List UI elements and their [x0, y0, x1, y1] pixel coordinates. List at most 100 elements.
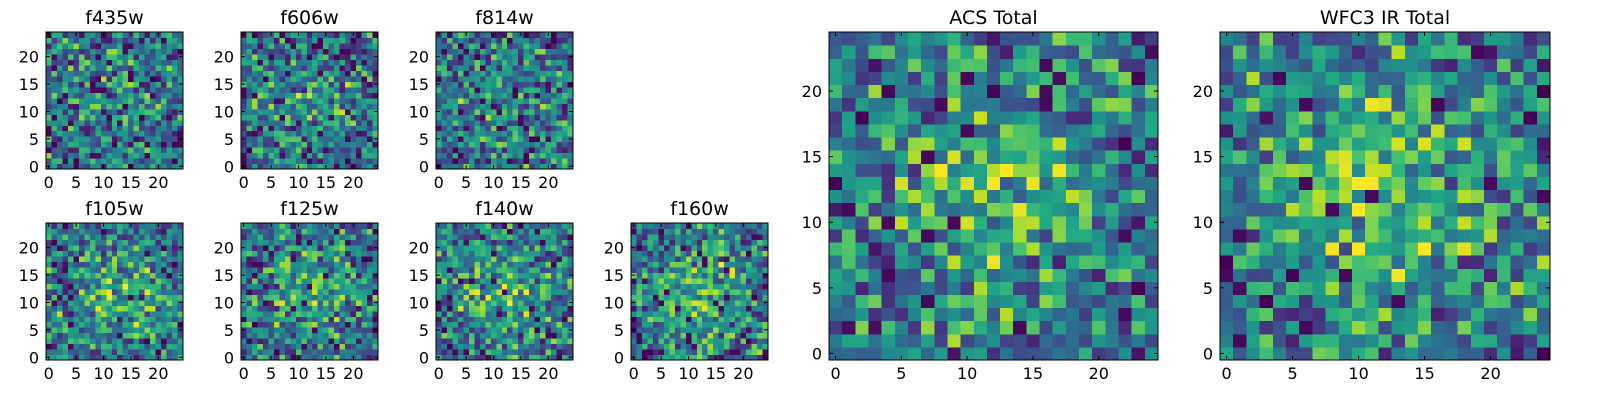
heatmap-cell — [301, 349, 308, 356]
heatmap-cell — [345, 272, 352, 279]
heatmap-cell — [663, 277, 670, 284]
heatmap-cell — [78, 327, 85, 334]
heatmap-cell — [122, 277, 129, 284]
heatmap-cell — [729, 255, 736, 262]
heatmap-cell — [641, 338, 649, 345]
heatmap-cell — [139, 48, 146, 55]
heatmap-cell — [468, 108, 475, 115]
heatmap-cell — [273, 136, 280, 143]
heatmap-cell — [284, 338, 291, 345]
heatmap-cell — [556, 125, 563, 132]
heatmap-cell — [562, 42, 569, 50]
heatmap-cell — [67, 81, 74, 88]
heatmap-cell — [367, 130, 374, 137]
heatmap-cell — [540, 32, 547, 39]
heatmap-cell — [279, 152, 286, 159]
heatmap-cell — [631, 228, 638, 235]
heatmap-cell — [345, 223, 352, 230]
heatmap-cell — [751, 299, 758, 306]
heatmap-cell — [100, 136, 107, 143]
heatmap-cell — [534, 277, 541, 284]
heatmap-cell — [262, 327, 269, 334]
heatmap-cell — [62, 130, 69, 137]
heatmap-cell — [95, 32, 102, 39]
heatmap-cell — [306, 70, 313, 77]
heatmap-cell — [251, 64, 259, 71]
heatmap-cell — [556, 283, 563, 290]
heatmap-cell — [545, 233, 552, 241]
heatmap-cell — [457, 48, 464, 55]
heatmap-cell — [551, 70, 558, 77]
heatmap-cell — [306, 114, 313, 121]
heatmap-cell — [735, 310, 742, 317]
heatmap-cell — [658, 277, 665, 284]
heatmap-cell — [507, 310, 514, 317]
heatmap-cell — [507, 103, 514, 110]
heatmap-cell — [279, 310, 286, 317]
heatmap-cell — [317, 250, 324, 257]
heatmap-cell — [551, 250, 558, 257]
heatmap-cell — [46, 48, 53, 55]
heatmap-cell — [436, 305, 443, 312]
heatmap-cell — [512, 266, 519, 273]
heatmap-cell — [490, 48, 497, 55]
heatmap-cell — [284, 37, 291, 44]
heatmap-cell — [551, 294, 558, 301]
heatmap-cell — [485, 223, 492, 230]
heatmap-cell — [84, 119, 91, 126]
heatmap-cell — [562, 81, 569, 88]
heatmap-cell — [339, 108, 346, 115]
heatmap-cell — [485, 125, 492, 132]
x-tick-label: 0 — [239, 364, 249, 383]
heatmap-cell — [652, 332, 659, 339]
heatmap-cell — [56, 261, 64, 268]
x-tick-label: 10 — [288, 173, 308, 192]
heatmap-cell — [323, 277, 330, 284]
heatmap-cell — [301, 223, 308, 230]
heatmap-cell — [562, 37, 569, 44]
heatmap-cell — [567, 119, 574, 126]
heatmap-cell — [262, 316, 269, 323]
heatmap-cell — [496, 233, 503, 241]
heatmap-cell — [73, 64, 80, 71]
heatmap-cell — [894, 228, 909, 243]
heatmap-cell — [479, 316, 486, 323]
heatmap-cell — [735, 250, 742, 257]
heatmap-cell — [95, 141, 102, 148]
heatmap-cell — [1039, 215, 1054, 230]
heatmap-cell — [512, 288, 519, 295]
heatmap-cell — [518, 125, 525, 132]
heatmap-cell — [95, 75, 102, 82]
heatmap-cell — [144, 136, 151, 143]
heatmap-cell — [855, 215, 870, 230]
heatmap-cell — [122, 354, 129, 361]
heatmap-cell — [95, 130, 102, 137]
heatmap-cell — [279, 338, 286, 345]
heatmap-cell — [128, 338, 135, 345]
heatmap-cell — [934, 176, 949, 191]
heatmap-cell — [273, 42, 280, 50]
heatmap-cell — [523, 343, 530, 350]
heatmap-cell — [122, 223, 129, 230]
heatmap-cell — [172, 310, 179, 317]
heatmap-cell — [507, 239, 514, 246]
heatmap-cell — [361, 283, 368, 290]
heatmap-cell — [312, 272, 319, 279]
heatmap-cell — [268, 261, 275, 268]
heatmap-cell — [551, 272, 558, 279]
heatmap-cell — [512, 103, 519, 110]
heatmap-cell — [62, 136, 69, 143]
heatmap-cell — [735, 332, 742, 339]
heatmap-cell — [1079, 189, 1093, 204]
heatmap-cell — [51, 163, 58, 170]
heatmap-cell — [556, 310, 563, 317]
heatmap-cell — [501, 103, 508, 110]
heatmap-cell — [62, 250, 69, 257]
heatmap-cell — [268, 70, 275, 77]
heatmap-cell — [89, 223, 96, 230]
heatmap-cell — [257, 130, 264, 137]
heatmap-cell — [735, 228, 742, 235]
heatmap-cell — [457, 294, 464, 301]
heatmap-cell — [67, 53, 74, 60]
